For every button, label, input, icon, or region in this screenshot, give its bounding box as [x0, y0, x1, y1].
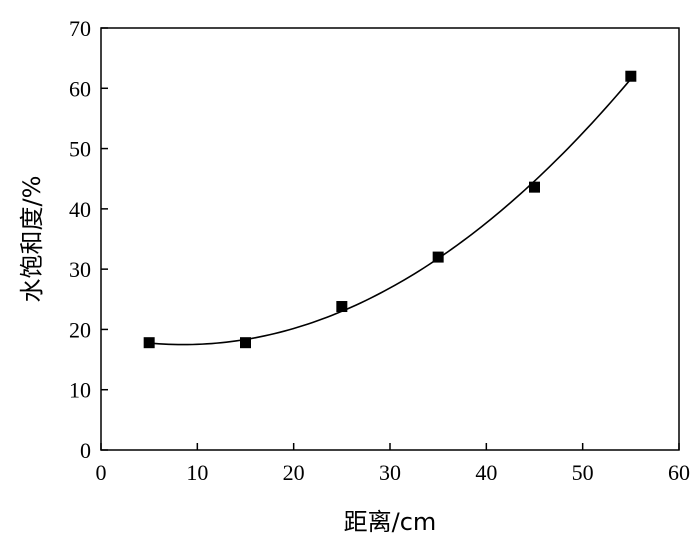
x-axis-title: 距离/cm — [344, 508, 437, 536]
y-axis: 0 10 20 30 40 50 60 70 — [69, 16, 108, 463]
x-axis: 0 10 20 30 40 50 60 — [96, 443, 690, 485]
data-point — [432, 251, 444, 263]
x-tick-label: 10 — [186, 460, 208, 485]
data-points — [143, 70, 637, 349]
plot-frame — [100, 27, 680, 451]
x-tick-label: 60 — [668, 460, 690, 485]
y-tick-label: 70 — [69, 16, 91, 41]
y-tick-label: 50 — [69, 137, 91, 162]
y-tick-label: 60 — [69, 76, 91, 101]
x-tick-label: 40 — [475, 460, 497, 485]
data-point — [529, 181, 540, 193]
y-tick-label: 30 — [69, 257, 91, 282]
x-tick-label: 0 — [96, 460, 107, 485]
x-tick-label: 30 — [379, 460, 401, 485]
y-tick-label: 0 — [80, 438, 91, 463]
x-tick-label: 50 — [572, 460, 594, 485]
y-tick-label: 10 — [69, 378, 91, 403]
y-tick-label: 40 — [69, 197, 91, 222]
data-point — [336, 301, 348, 313]
y-axis-title: 水饱和度/% — [18, 176, 46, 303]
y-tick-label: 20 — [69, 317, 91, 342]
x-tick-label: 20 — [283, 460, 305, 485]
data-point — [625, 70, 637, 82]
data-point — [240, 337, 251, 349]
data-point — [143, 337, 155, 349]
fit-curve — [149, 78, 632, 346]
